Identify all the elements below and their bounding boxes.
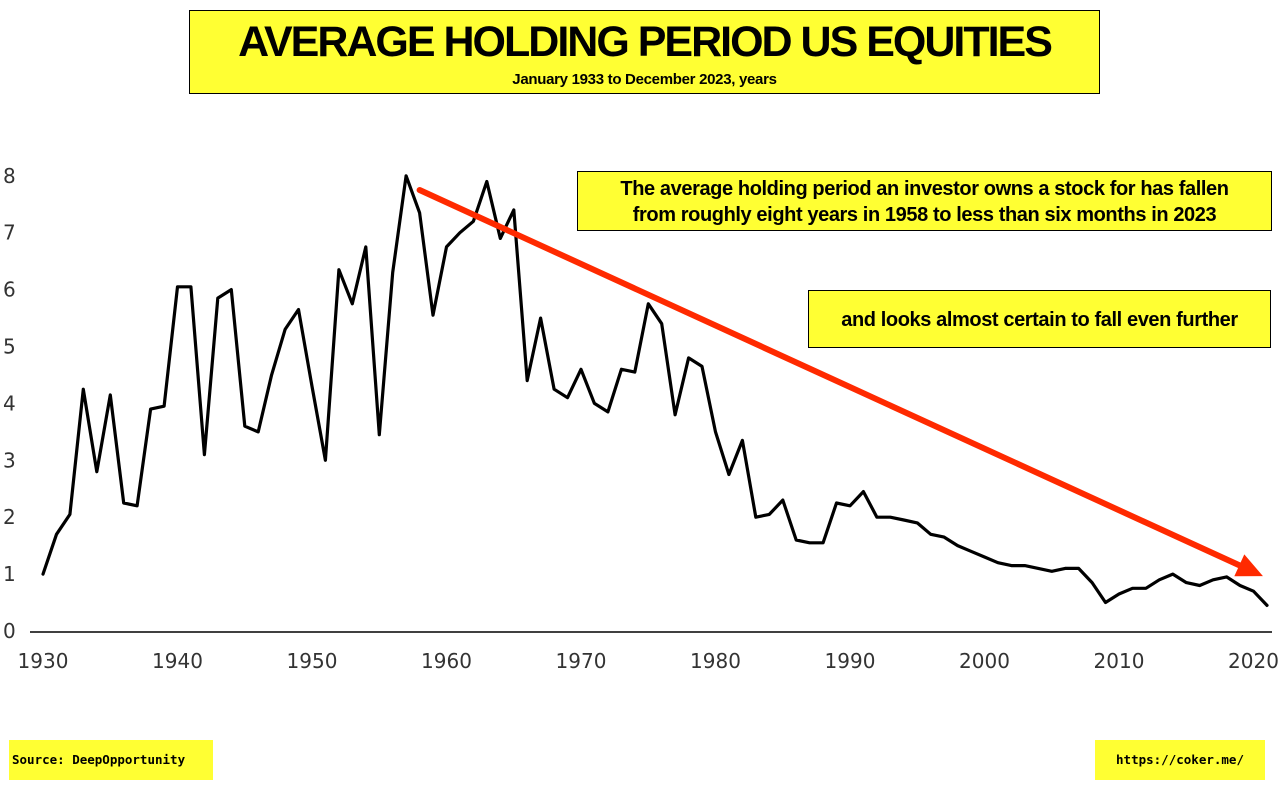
x-tick-label: 1970 (556, 649, 607, 673)
y-tick-label: 7 (3, 221, 16, 245)
y-tick-label: 5 (3, 335, 16, 359)
x-tick-label: 2010 (1094, 649, 1145, 673)
x-tick-label: 1930 (18, 649, 69, 673)
y-tick-label: 2 (3, 505, 16, 529)
series-line (41, 174, 1269, 608)
x-tick-label: 2020 (1228, 649, 1279, 673)
annotation-decline: The average holding period an investor o… (577, 171, 1272, 231)
x-tick-label: 1990 (825, 649, 876, 673)
chart-title: AVERAGE HOLDING PERIOD US EQUITIES (238, 18, 1053, 66)
annotation-forecast: and looks almost certain to fall even fu… (808, 290, 1271, 348)
y-tick-label: 4 (3, 391, 16, 415)
x-tick-label: 1960 (421, 649, 472, 673)
annotation-decline-line2: from roughly eight years in 1958 to less… (632, 204, 1217, 226)
trend-arrow-head (1234, 554, 1263, 577)
y-tick-label: 0 (3, 619, 16, 643)
x-tick-label: 1940 (152, 649, 203, 673)
website-link[interactable]: https://coker.me/ (1095, 740, 1265, 780)
y-tick-label: 8 (3, 164, 16, 188)
x-tick-label: 1980 (690, 649, 741, 673)
trend-arrow-shaft (416, 187, 1243, 569)
title-box: AVERAGE HOLDING PERIOD US EQUITIES Janua… (189, 10, 1100, 94)
x-tick-label: 1950 (287, 649, 338, 673)
x-tick-label: 2000 (959, 649, 1010, 673)
y-tick-label: 3 (3, 448, 16, 472)
source-label: Source: DeepOpportunity (9, 740, 213, 780)
y-tick-label: 6 (3, 278, 16, 302)
chart-subtitle: January 1933 to December 2023, years (512, 71, 777, 88)
annotation-decline-line1: The average holding period an investor o… (620, 178, 1229, 200)
y-tick-label: 1 (3, 562, 16, 586)
